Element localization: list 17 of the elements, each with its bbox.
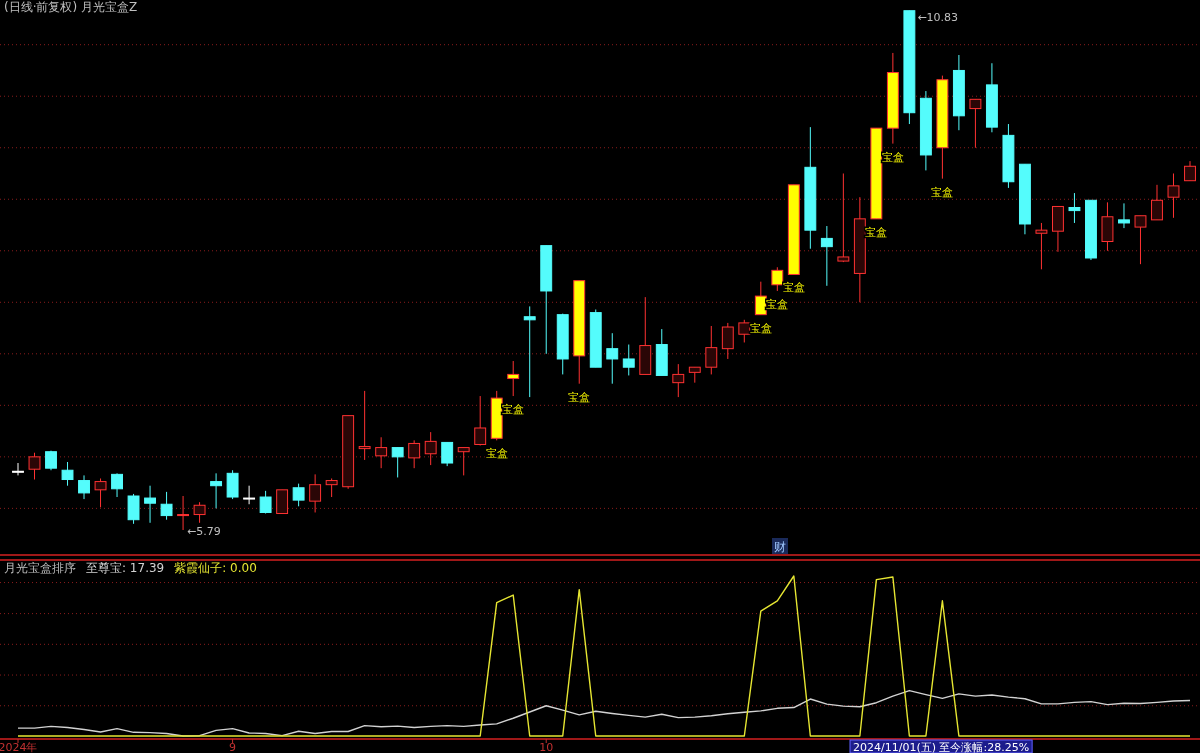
text: 宝盒 [485,447,508,461]
text: 宝盒 [568,390,591,404]
chart-title: 月光宝盒排序 [4,561,76,575]
x-tick-label: 9 [229,741,237,753]
x-tick-label: 10 [539,741,554,753]
text: 宝盒 [749,321,772,335]
text: 财 [774,540,786,554]
text: ←5.79 [187,525,221,538]
text: 至尊宝: 17.39 [86,561,165,575]
text: 宝盒 [782,281,805,295]
text: 宝盒 [881,150,904,164]
text: 紫霞仙子: 0.00 [174,561,257,575]
chart-title: (日线·前复权) 月光宝盒Z [4,0,138,14]
text: 宝盒 [931,185,954,199]
text: 2024/11/01(五) 至今涨幅:28.25% [853,741,1030,753]
x-tick-label: 2024年 [0,741,38,753]
text: ←10.83 [917,10,959,24]
